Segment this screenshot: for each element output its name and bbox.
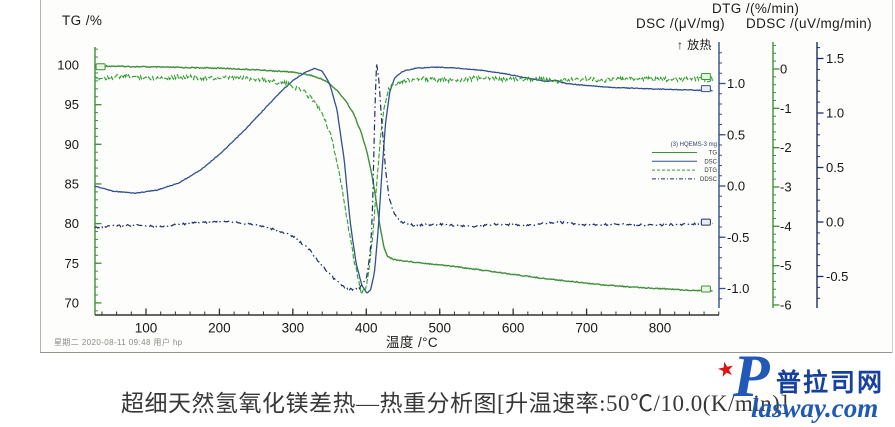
x-tick-label: 500 [428, 321, 451, 336]
ddsc-tick-label: 0.0 [826, 215, 844, 230]
tg-tick-label: 95 [65, 97, 79, 112]
dtg-end-marker [700, 72, 711, 80]
x-tick-label: 300 [282, 321, 305, 336]
dsc-tick-label: 0.5 [727, 127, 745, 142]
tg-start-marker [95, 63, 106, 71]
tg-curve [94, 64, 713, 292]
x-tick-label: 200 [208, 321, 231, 336]
dsc-tick-label: -1.0 [727, 281, 749, 296]
thermal-analysis-chart: 100 95 90 85 80 75 70 1.0 0.5 0.0 -0.5 -1.0 0 -1 -2 -3 -… [57, 42, 848, 336]
dtg-tick-label: -6 [780, 297, 792, 312]
watermark-initial: P [733, 343, 770, 409]
tg-axis-title: TG /% [62, 13, 103, 28]
x-axis: 100 200 300 400 500 600 700 800 [95, 308, 720, 336]
dtg-tick-label: -4 [780, 219, 792, 234]
dsc-tick-label: -0.5 [727, 230, 749, 245]
dsc-tick-label: 1.0 [727, 76, 745, 91]
tg-tick-label: 100 [57, 58, 79, 73]
figure-caption: 超细天然氢氧化镁差热—热重分析图[升温速率:50℃/10.0(K/min)] [121, 391, 789, 416]
instrument-footer-timestamp: 星期二 2020-08-11 09:48 用户 hp [54, 338, 183, 347]
dtg-tick-label: -2 [780, 140, 792, 155]
dtg-curve [94, 71, 714, 296]
ddsc-axis: 1.5 1.0 0.5 0.0 -0.5 [816, 42, 848, 308]
watermark-en-text: lasway.com [751, 393, 879, 423]
legend-title: (3) HQEMS-3 mg [671, 142, 717, 148]
tg-tick-label: 70 [65, 295, 79, 310]
x-tick-label: 700 [575, 321, 598, 336]
dsc-end-marker [700, 85, 711, 93]
ddsc-end-marker [700, 218, 711, 226]
ddsc-axis-title: DDSC /(uV/mg/min) [746, 16, 873, 31]
ddsc-tick-label: 1.5 [826, 51, 844, 66]
legend-entry-label: DTG [704, 168, 717, 174]
dtg-tick-label: -1 [780, 101, 792, 116]
ddsc-tick-label: 1.0 [826, 106, 844, 121]
tg-tick-label: 90 [65, 137, 79, 152]
x-tick-label: 400 [355, 321, 378, 336]
exothermic-up-label: ↑ 放热 [677, 38, 712, 52]
dtg-tick-label: -3 [780, 179, 792, 194]
dtg-tick-label: -5 [780, 258, 792, 273]
legend-entry-label: TG [709, 151, 718, 157]
x-tick-label: 600 [502, 321, 525, 336]
tg-tick-label: 80 [65, 216, 79, 231]
legend-entry-label: DDSC [700, 177, 718, 183]
dsc-tick-label: 0.0 [727, 179, 745, 194]
scan-paper-background [41, 0, 892, 352]
x-tick-label: 100 [135, 321, 158, 336]
ddsc-curve [94, 63, 714, 292]
dtg-tick-label: 0 [780, 62, 787, 77]
ddsc-tick-label: -0.5 [826, 269, 848, 284]
scan-border-bottom [40, 352, 893, 353]
dsc-axis-title: DSC /(μV/mg) [636, 16, 726, 31]
watermark-logo: ★ P 普拉司网 lasway.com [690, 346, 895, 427]
x-tick-label: 800 [649, 321, 672, 336]
x-axis-title: 温度 /°C [386, 335, 439, 350]
ddsc-tick-label: 0.5 [826, 160, 844, 175]
scan-border-left [40, 0, 41, 353]
watermark-cn-text: 普拉司网 [776, 369, 885, 397]
tg-axis: 100 95 90 85 80 75 70 [57, 47, 102, 315]
dtg-axis: 0 -1 -2 -3 -4 -5 -6 [772, 42, 792, 312]
tg-tick-label: 85 [65, 176, 79, 191]
tg-tick-label: 75 [65, 256, 79, 271]
dsc-curve [94, 66, 713, 294]
dsc-axis: 1.0 0.5 0.0 -0.5 -1.0 [718, 42, 749, 308]
legend: (3) HQEMS-3 mg TG DSC DTG DDSC [652, 142, 718, 183]
dtg-axis-title: DTG /(%/min) [712, 1, 800, 16]
scan-border-right [892, 0, 893, 353]
tg-end-marker [700, 285, 711, 293]
legend-entry-label: DSC [704, 159, 717, 165]
